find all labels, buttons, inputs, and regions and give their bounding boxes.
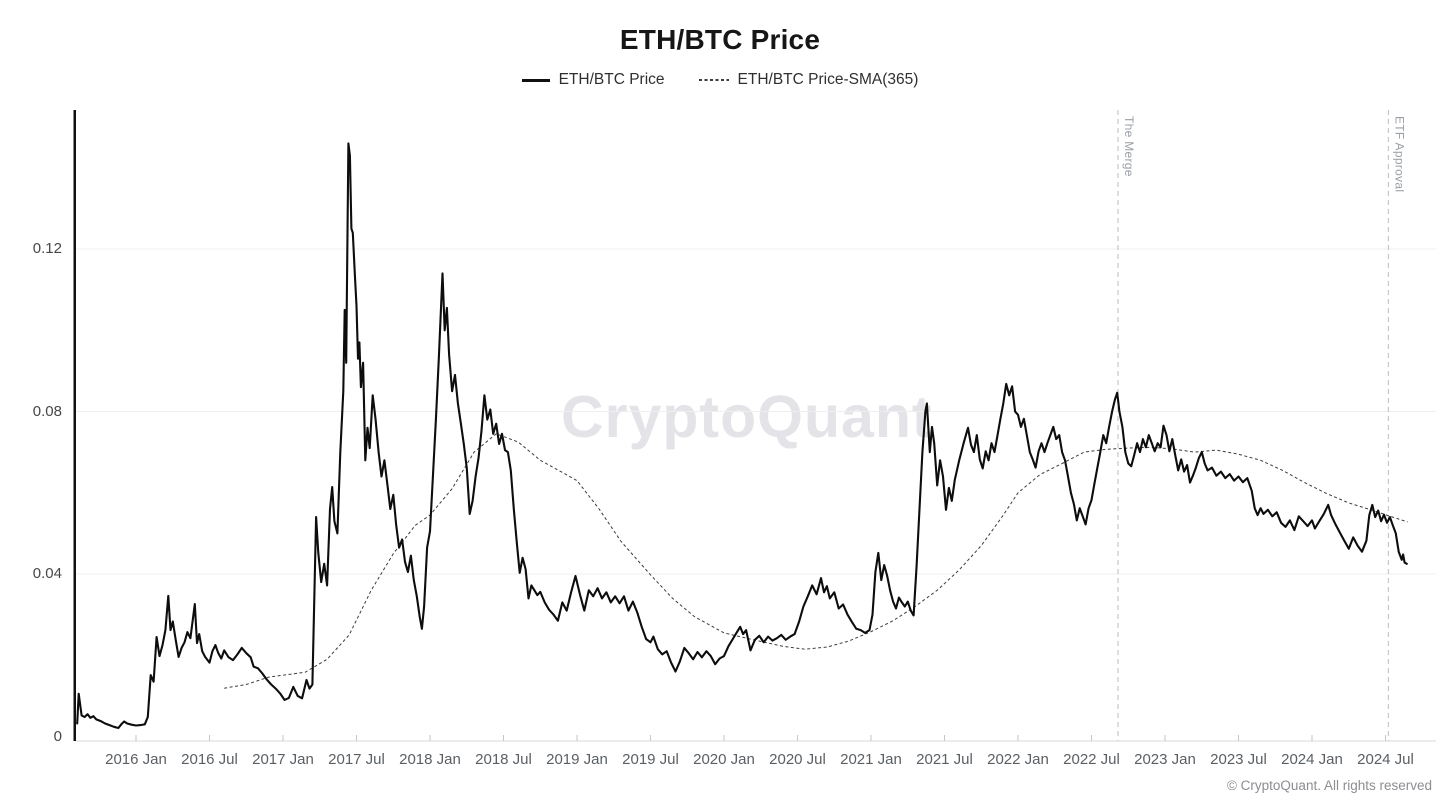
page-title: ETH/BTC Price bbox=[619, 24, 821, 55]
x-tick-label: 2020 Jul bbox=[769, 751, 826, 768]
x-tick-label: 2017 Jan bbox=[252, 751, 314, 768]
y-tick-label: 0.08 bbox=[32, 402, 62, 420]
solid-line-swatch-icon bbox=[521, 78, 550, 82]
copyright-notice: © CryptoQuant. All rights reserved bbox=[1226, 778, 1432, 793]
y-tick-label: 0.12 bbox=[32, 240, 62, 257]
x-tick-label: 2024 Jan bbox=[1281, 751, 1343, 768]
x-tick-label: 2018 Jan bbox=[399, 751, 461, 768]
y-tick-label: 0.04 bbox=[32, 565, 62, 582]
sma-line bbox=[224, 433, 1408, 689]
x-tick-label: 2021 Jan bbox=[840, 751, 902, 768]
price-line bbox=[76, 142, 1408, 730]
legend-item-price: ETH/BTC Price bbox=[521, 71, 665, 89]
x-tick-label: 2017 Jul bbox=[328, 751, 385, 768]
x-tick-label: 2019 Jan bbox=[546, 751, 608, 768]
x-tick-label: 2023 Jul bbox=[1210, 751, 1267, 768]
x-tick-label: 2016 Jul bbox=[181, 751, 238, 768]
dashed-line-swatch-icon bbox=[698, 79, 729, 81]
legend-label-price: ETH/BTC Price bbox=[558, 71, 665, 88]
annotation-label-1: ETF Approval bbox=[1392, 116, 1407, 193]
x-tick-label: 2022 Jan bbox=[987, 751, 1049, 768]
x-tick-label: 2024 Jul bbox=[1357, 751, 1414, 768]
y-tick-label: 0 bbox=[53, 727, 62, 745]
x-tick-label: 2023 Jan bbox=[1134, 751, 1196, 768]
x-tick-label: 2020 Jan bbox=[693, 751, 755, 768]
cryptoquant-watermark: CryptoQuant bbox=[561, 384, 933, 450]
x-tick-label: 2016 Jan bbox=[105, 751, 167, 768]
x-tick-label: 2019 Jul bbox=[622, 751, 679, 768]
x-tick-label: 2018 Jul bbox=[475, 751, 532, 768]
y-axis-bar bbox=[73, 110, 76, 741]
legend-label-sma: ETH/BTC Price-SMA(365) bbox=[737, 71, 919, 88]
annotation-label-0: The Merge bbox=[1121, 116, 1136, 177]
chart-legend: ETH/BTC Price ETH/BTC Price-SMA(365) bbox=[0, 71, 1440, 89]
legend-item-sma: ETH/BTC Price-SMA(365) bbox=[698, 71, 919, 89]
x-tick-label: 2021 Jul bbox=[916, 751, 973, 768]
x-tick-label: 2022 Jul bbox=[1063, 751, 1120, 768]
